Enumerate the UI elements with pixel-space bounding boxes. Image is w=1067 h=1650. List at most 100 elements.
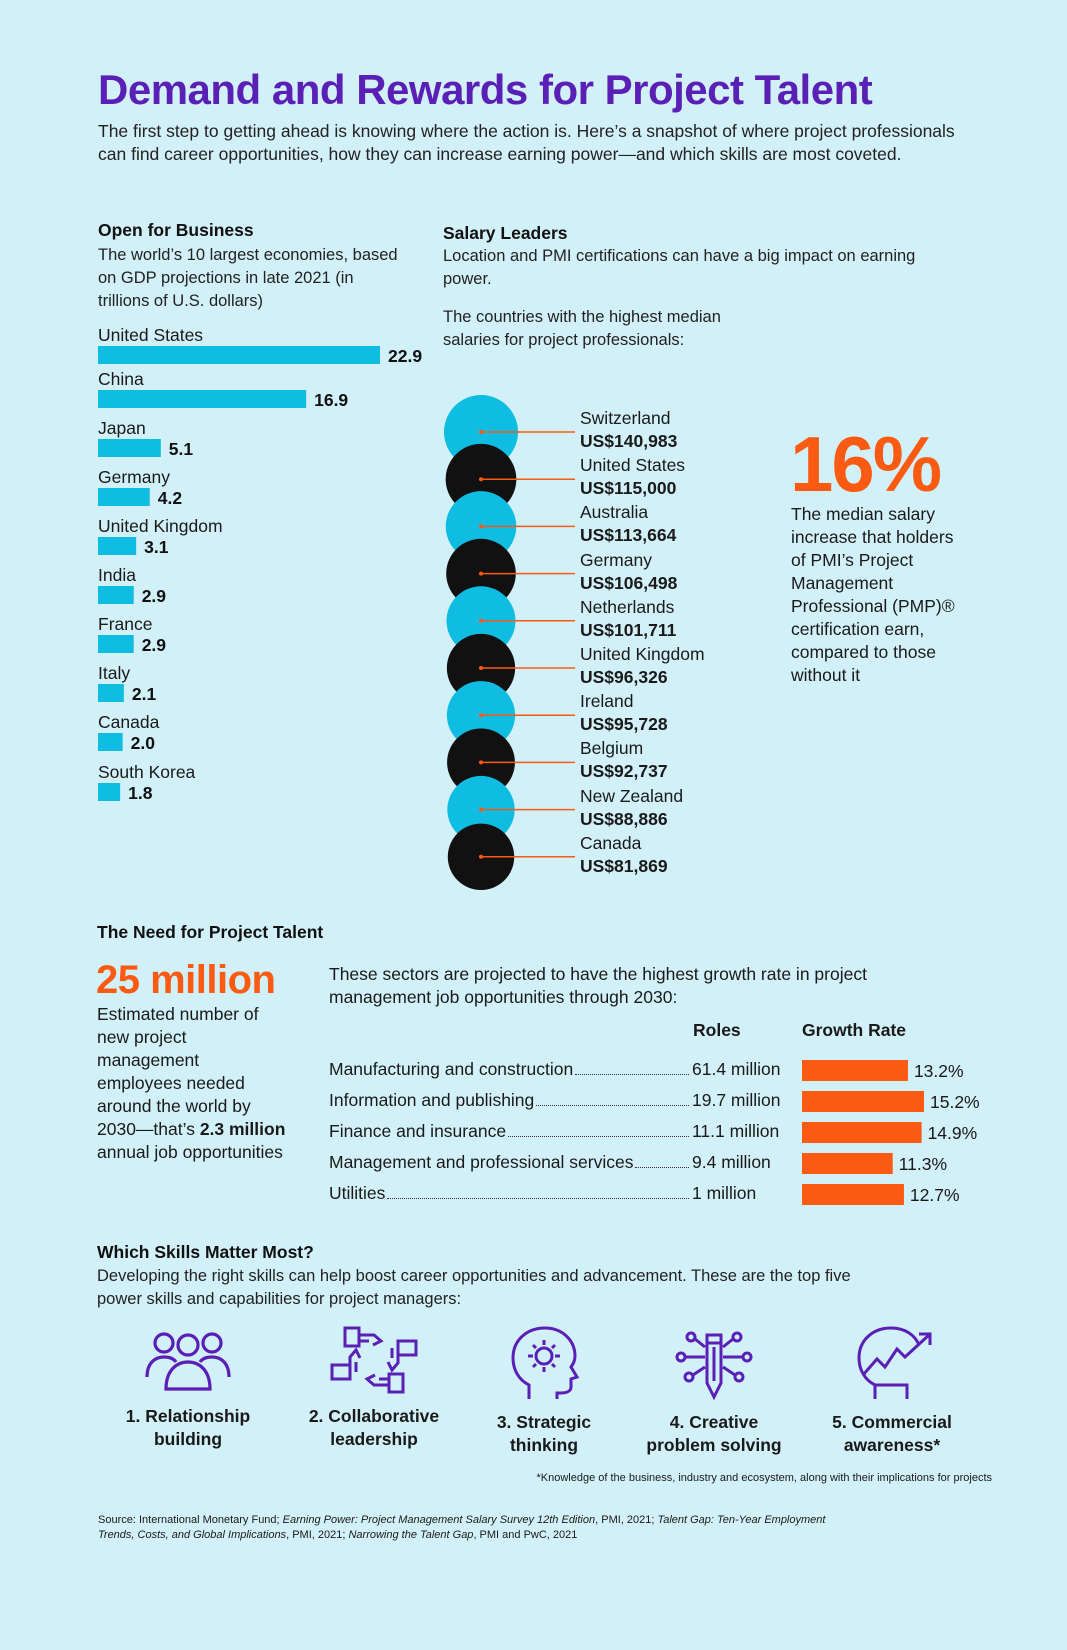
gdp-category-label: United Kingdom <box>98 516 223 536</box>
gdp-category-label: United States <box>98 325 203 345</box>
source-citation: Source: International Monetary Fund; Ear… <box>98 1513 858 1543</box>
skill-1-line1: 1. Relationship <box>125 1406 251 1426</box>
skill-2-line1: 2. Collaborative <box>308 1406 440 1426</box>
salary-value: US$101,711 <box>580 619 677 640</box>
salary-country: United Kingdom <box>580 644 705 664</box>
skill-commercial-awareness: 5. Commercial awareness* <box>807 1325 977 1457</box>
intro-text: The first step to getting ahead is knowi… <box>98 121 955 164</box>
salary-leader-dot <box>479 760 483 765</box>
sector-name: Information and publishing <box>329 1090 535 1110</box>
sector-name: Management and professional services <box>329 1152 634 1172</box>
salary-label: United Kingdom US$96,326 <box>580 643 705 689</box>
gdp-subtitle: The world’s 10 largest economies, based … <box>98 246 398 310</box>
salary-value: US$88,886 <box>580 808 668 829</box>
skill-creative-problem-solving: 4. Creative problem solving <box>629 1325 799 1457</box>
salary-heading: Salary Leaders <box>443 223 568 243</box>
source-d: Talent Gap: Ten-Year Employment Trends, … <box>98 1514 826 1541</box>
gdp-category-label: Japan <box>98 418 146 438</box>
need-heading: The Need for Project Talent <box>97 922 324 942</box>
roles-header: Roles <box>693 1020 741 1040</box>
salary-leader-dot <box>479 854 483 859</box>
sector-leader-dots <box>387 1198 689 1199</box>
gdp-category-label: Italy <box>98 663 130 683</box>
skill-2-line2: leadership <box>330 1429 418 1449</box>
gdp-bar <box>98 783 121 801</box>
sector-row: Management and professional services 9.4 … <box>329 1152 1029 1176</box>
sector-row: Manufacturing and construction 61.4 milli… <box>329 1059 1029 1083</box>
sector-roles: 19.7 million <box>692 1090 781 1110</box>
skill-label-2: 2. Collaborative leadership <box>289 1405 459 1451</box>
pmp-description: The median salary increase that holders … <box>791 504 955 685</box>
salary-country: Switzerland <box>580 408 671 428</box>
pmp-percentage: 16% <box>790 420 942 508</box>
big-number: 25 million <box>96 958 276 1002</box>
sector-name: Manufacturing and construction <box>329 1059 574 1079</box>
gdp-value-label: 22.9 <box>388 346 422 366</box>
salary-label: Belgium US$92,737 <box>580 737 668 783</box>
salary-value: US$140,983 <box>580 431 678 451</box>
skill-4-line1: 4. Creative <box>669 1412 759 1432</box>
gdp-category-label: Germany <box>98 467 170 487</box>
head-gear-icon <box>511 1326 580 1399</box>
salary-circle-chart <box>444 395 575 891</box>
sector-name: Finance and insurance <box>329 1121 507 1141</box>
skill-label-1: 1. Relationship building <box>103 1405 273 1451</box>
salary-subtitle: Location and PMI certifications can have… <box>443 247 916 288</box>
salary-leader-dot <box>479 807 483 812</box>
gdp-value-label: 5.1 <box>169 439 194 459</box>
skills-subtitle: Developing the right skills can help boo… <box>97 1267 851 1308</box>
salary-label: Ireland US$95,728 <box>580 690 668 736</box>
salary-leader-dot <box>479 666 483 670</box>
gdp-bar <box>98 586 134 604</box>
salary-value: US$81,869 <box>580 855 668 876</box>
salary-label: Netherlands US$101,711 <box>580 596 676 642</box>
salary-label: Germany US$106,498 <box>580 549 677 595</box>
sector-intro: These sectors are projected to have the … <box>329 964 867 1007</box>
skill-3-line1: 3. Strategic <box>496 1412 592 1432</box>
skill-label-5: 5. Commercial awareness* <box>807 1411 977 1457</box>
source-g: , PMI and PwC, 2021 <box>473 1529 578 1541</box>
gdp-value-label: 2.1 <box>132 684 157 704</box>
skill-4-line2: problem solving <box>646 1435 782 1455</box>
source-b: Earning Power: Project Management Salary… <box>282 1514 596 1526</box>
skills-heading: Which Skills Matter Most? <box>97 1242 314 1262</box>
gdp-category-label: China <box>98 369 144 389</box>
big-number-desc-a: Estimated number of new project manageme… <box>97 1004 259 1139</box>
gdp-bar <box>98 733 123 751</box>
salary-value: US$92,737 <box>580 761 668 782</box>
sector-roles: 11.1 million <box>692 1121 780 1141</box>
sector-leader-dots <box>536 1105 689 1106</box>
gdp-bar <box>98 537 137 555</box>
skill-1-line2: building <box>153 1429 223 1449</box>
skill-5-line2: awareness* <box>843 1435 941 1455</box>
hands-icon <box>330 1326 418 1394</box>
sector-row: Utilities 1 million <box>329 1183 1029 1207</box>
skill-collaborative-leadership: 2. Collaborative leadership <box>289 1325 459 1451</box>
gdp-bar <box>98 488 150 506</box>
gdp-value-label: 1.8 <box>128 783 153 803</box>
salary-label: United States US$115,000 <box>580 454 685 500</box>
salary-leader-dot <box>479 618 483 623</box>
skill-relationship-building: 1. Relationship building <box>103 1325 273 1451</box>
people-icon <box>145 1332 231 1391</box>
sector-roles: 1 million <box>692 1183 757 1203</box>
salary-country: Germany <box>580 549 652 570</box>
salary-value: US$95,728 <box>580 714 668 735</box>
salary-label: Switzerland US$140,983 <box>580 407 677 453</box>
skill-5-line1: 5. Commercial <box>832 1412 952 1432</box>
skill-strategic-thinking: 3. Strategic thinking <box>459 1325 629 1457</box>
gdp-value-label: 2.9 <box>142 635 167 655</box>
gdp-bar <box>98 390 307 408</box>
salary-label: Australia US$113,664 <box>580 501 676 547</box>
gdp-value-label: 2.0 <box>131 733 156 753</box>
salary-value: US$115,000 <box>580 478 677 499</box>
salary-country: Netherlands <box>580 596 675 617</box>
head-growth-icon <box>857 1326 932 1399</box>
skill-label-3: 3. Strategic thinking <box>459 1411 629 1457</box>
sector-name: Utilities <box>329 1183 386 1203</box>
salary-leader-dot <box>479 713 483 718</box>
sector-leader-dots <box>508 1136 689 1137</box>
salary-leader-dot <box>479 430 483 434</box>
salary-country: Ireland <box>580 691 634 712</box>
salary-value: US$106,498 <box>580 572 678 593</box>
